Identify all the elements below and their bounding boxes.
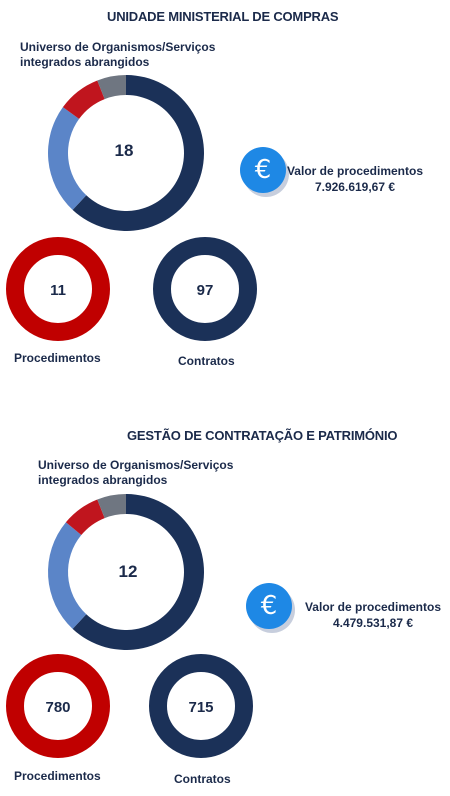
contratos-label: Contratos bbox=[174, 772, 231, 786]
valor-amount: 4.479.531,87 € bbox=[332, 616, 414, 630]
universe-count: 18 bbox=[115, 141, 134, 160]
procedimentos-ring: 780 bbox=[6, 654, 110, 758]
procedimentos-label: Procedimentos bbox=[14, 351, 101, 365]
universe-donut-chart: 18 bbox=[48, 75, 205, 232]
contratos-ring: 715 bbox=[149, 654, 253, 758]
universe-label: Universo de Organismos/Serviços integrad… bbox=[38, 458, 278, 488]
contratos-ring-circle bbox=[153, 237, 257, 341]
contratos-ring-circle bbox=[149, 654, 253, 758]
valor-procedimentos: Valor de procedimentos 7.926.619,67 € bbox=[270, 163, 440, 195]
universe-label-line1: Universo de Organismos/Serviços bbox=[20, 40, 216, 54]
universe-count: 12 bbox=[119, 562, 138, 581]
contratos-label: Contratos bbox=[178, 354, 235, 368]
contratos-value: 715 bbox=[188, 699, 213, 716]
donut-slice-2 bbox=[48, 107, 87, 210]
donut-slice-1 bbox=[72, 494, 205, 650]
procedimentos-label: Procedimentos bbox=[14, 769, 101, 783]
procedimentos-ring-circle bbox=[6, 237, 110, 341]
donut-slice-4 bbox=[97, 75, 126, 100]
section-gestao-contratacao: GESTÃO DE CONTRATAÇÃO E PATRIMÓNIO Unive… bbox=[0, 420, 450, 796]
procedimentos-value: 780 bbox=[45, 699, 70, 716]
procedimentos-ring: 11 bbox=[6, 237, 110, 341]
euro-icon: € bbox=[240, 147, 286, 193]
donut-slice-3 bbox=[62, 80, 105, 119]
valor-amount: 7.926.619,67 € bbox=[314, 180, 396, 194]
donut-slice-1 bbox=[72, 75, 205, 232]
section-title: GESTÃO DE CONTRATAÇÃO E PATRIMÓNIO bbox=[127, 428, 398, 443]
procedimentos-value: 11 bbox=[50, 282, 66, 299]
valor-label: Valor de procedimentos bbox=[304, 600, 442, 614]
universe-label: Universo de Organismos/Serviços integrad… bbox=[20, 40, 260, 70]
donut-slice-3 bbox=[65, 499, 105, 536]
euro-icon: € bbox=[246, 583, 292, 629]
contratos-ring: 97 bbox=[153, 237, 257, 341]
section-title: UNIDADE MINISTERIAL DE COMPRAS bbox=[107, 9, 339, 24]
universe-label-line2: integrados abrangidos bbox=[20, 55, 150, 69]
valor-label: Valor de procedimentos bbox=[286, 164, 424, 178]
valor-procedimentos: Valor de procedimentos 4.479.531,87 € bbox=[288, 599, 450, 631]
contratos-value: 97 bbox=[197, 282, 214, 299]
procedimentos-ring-circle bbox=[6, 654, 110, 758]
section-unidade-ministerial: UNIDADE MINISTERIAL DE COMPRAS Universo … bbox=[6, 9, 440, 368]
universe-donut-chart: 12 bbox=[47, 494, 205, 650]
universe-label-line1: Universo de Organismos/Serviços bbox=[38, 458, 234, 472]
universe-label-line2: integrados abrangidos bbox=[38, 473, 168, 487]
donut-slice-4 bbox=[97, 494, 126, 519]
donut-slice-2 bbox=[47, 522, 87, 629]
